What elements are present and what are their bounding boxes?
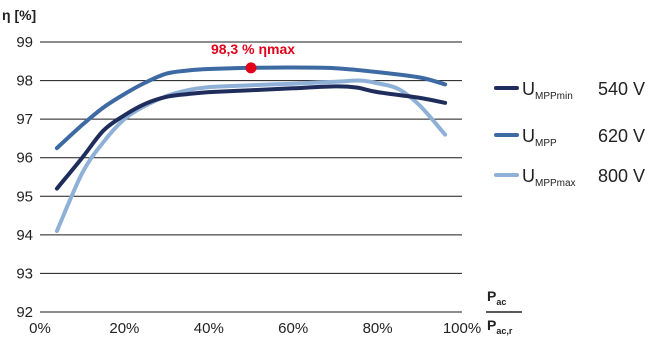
y-tick-98: 98 [16,73,33,90]
x-tick-labels: 0% 20% 40% 60% 80% 100% [29,320,481,337]
y-tick-94: 94 [16,227,33,244]
max-efficiency-marker [245,62,257,74]
y-tick-95: 95 [16,188,33,205]
y-tick-93: 93 [16,265,33,282]
legend: UMPPmin 540 V UMPP 620 V UMPPmax 800 V [494,79,645,189]
y-tick-labels: 92 93 94 95 96 97 98 99 [16,34,33,321]
legend-label-mpp: UMPP [522,126,557,149]
y-tick-92: 92 [16,304,33,321]
legend-value-mpp: 620 V [598,126,645,146]
gridlines [40,41,462,313]
legend-label-mppmin: UMPPmin [522,79,573,102]
x-tick-40: 40% [194,320,224,337]
x-tick-80: 80% [363,320,393,337]
legend-value-mppmin: 540 V [598,79,645,99]
x-label-numerator-sub: ac [496,297,506,307]
x-label-numerator: P [487,288,496,304]
legend-value-mppmax: 800 V [598,166,645,186]
x-axis-label: Pac Pac,r [486,288,522,336]
y-tick-97: 97 [16,111,33,128]
series-line-mpp [54,65,448,151]
svg-text:Pac: Pac [487,288,506,307]
svg-text:Pac,r: Pac,r [487,317,513,336]
series-lines [54,65,448,233]
max-efficiency-annotation: 98,3 % ηmax [211,41,295,74]
y-tick-96: 96 [16,150,33,167]
series-line-mppmin [54,84,448,191]
x-tick-60: 60% [278,320,308,337]
y-axis-label: η [%] [2,7,36,23]
x-tick-100: 100% [443,320,481,337]
x-tick-20: 20% [109,320,139,337]
max-efficiency-label: 98,3 % ηmax [211,41,295,57]
x-label-denominator-sub: ac,r [496,326,513,336]
series-line-mppmax [54,78,448,233]
x-label-denominator: P [487,317,496,333]
legend-label-mppmax: UMPPmax [522,166,576,189]
y-tick-99: 99 [16,34,33,51]
x-tick-0: 0% [29,320,51,337]
